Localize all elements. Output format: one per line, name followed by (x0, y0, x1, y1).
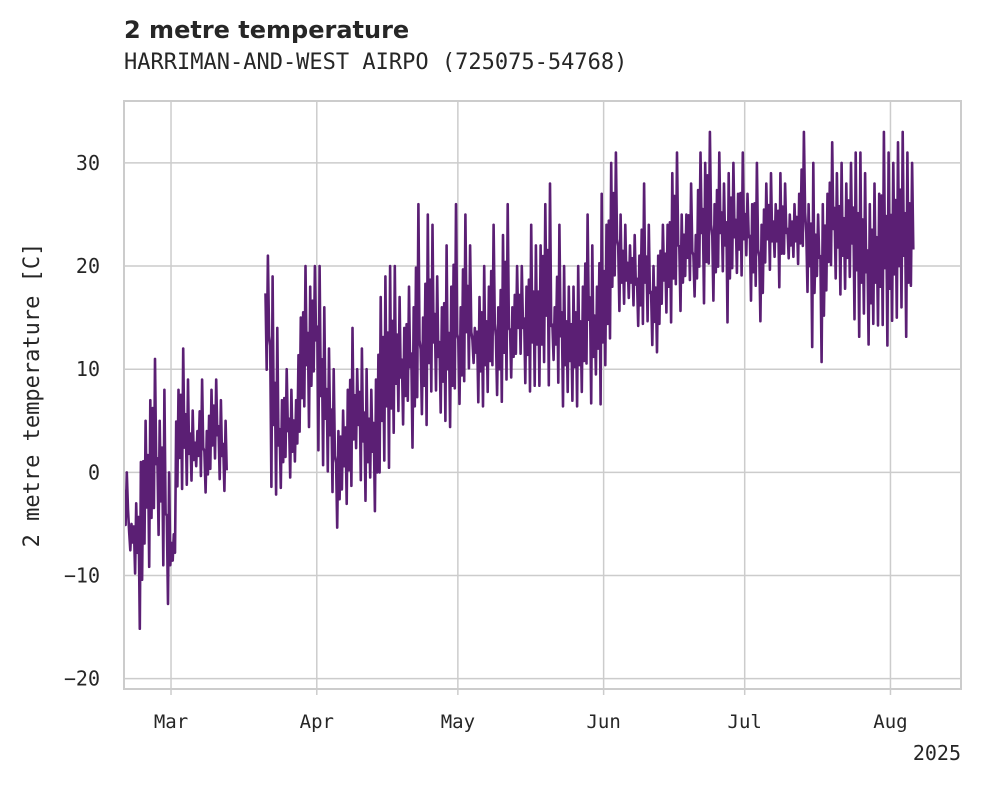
y-tick-label: −20 (64, 667, 100, 691)
y-tick-label: 0 (88, 460, 100, 484)
x-tick-label: Jun (586, 711, 620, 733)
y-tick-label: 20 (76, 254, 100, 278)
temperature-series-line-segment-1 (125, 349, 227, 629)
y-tick-label: 10 (76, 357, 100, 381)
y-tick-label: 30 (76, 151, 100, 175)
y-tick-label: −10 (64, 564, 100, 588)
x-tick-label: Apr (300, 711, 334, 733)
x-tick-label: Jul (728, 711, 762, 733)
y-axis-label: 2 metre temperature [C] (20, 243, 45, 548)
x-tick-label: May (441, 711, 475, 733)
series-line-group (125, 132, 914, 629)
x-axis-year-label: 2025 (913, 741, 961, 765)
x-tick-label: Aug (873, 711, 907, 733)
temperature-series-line-segment-2 (266, 132, 914, 528)
x-tick-label: Mar (154, 711, 188, 733)
